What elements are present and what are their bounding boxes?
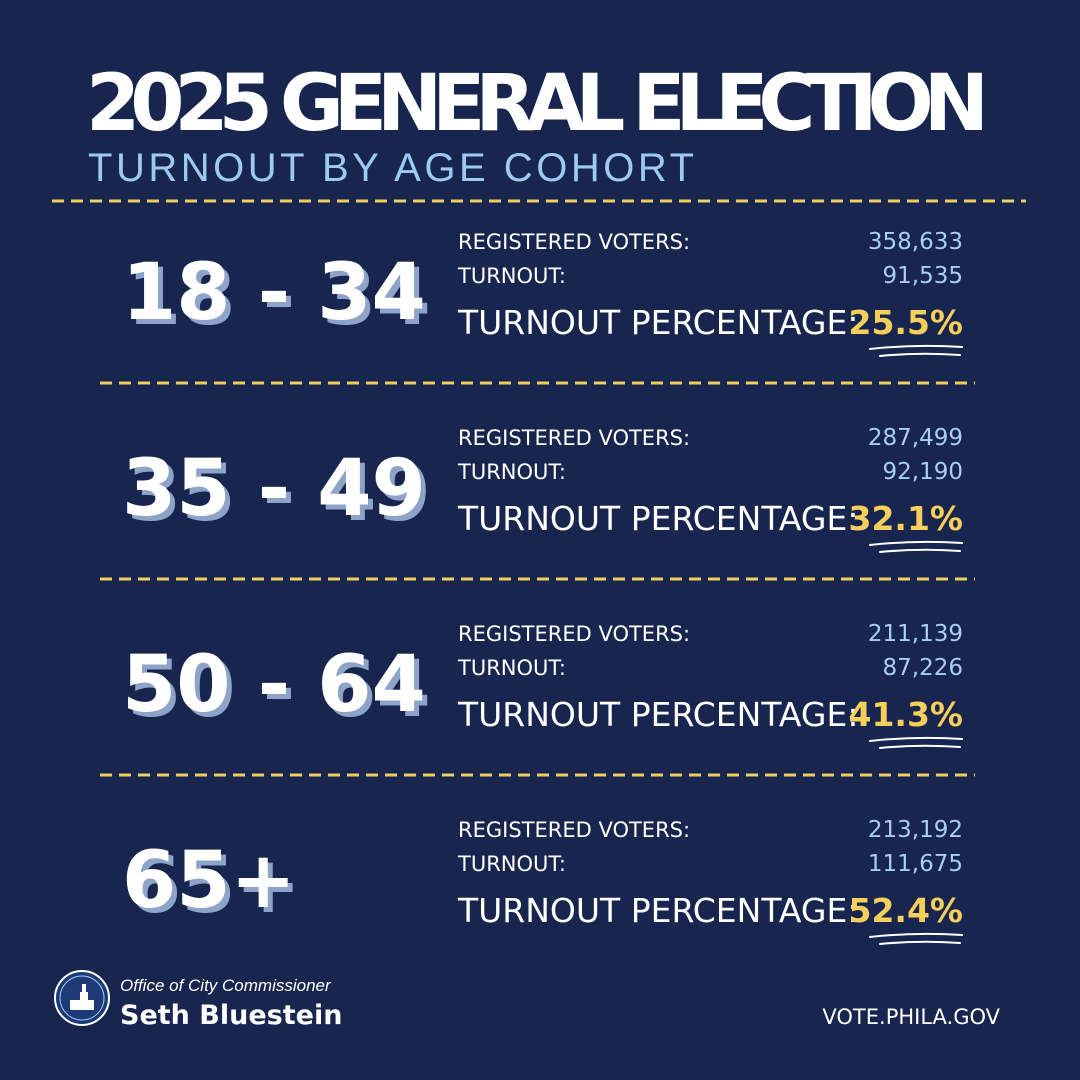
row-value: 211,139 — [868, 621, 963, 647]
row-value: 287,499 — [868, 425, 963, 451]
commissioner-name: Seth Bluestein — [120, 1000, 342, 1031]
row-label: TURNOUT PERCENTAGE: — [457, 891, 858, 930]
underline — [869, 932, 963, 945]
row-label: TURNOUT PERCENTAGE: — [457, 303, 858, 342]
row-label: TURNOUT: — [457, 264, 566, 288]
underline — [869, 540, 963, 553]
row-label: REGISTERED VOTERS: — [458, 230, 690, 254]
row-label: REGISTERED VOTERS: — [458, 426, 690, 450]
turnout-percentage: 32.1% — [849, 499, 964, 538]
age-cohort: 35 - 49 — [122, 444, 426, 534]
row-label: TURNOUT PERCENTAGE: — [457, 695, 858, 734]
row-value: 111,675 — [868, 851, 963, 877]
turnout-percentage: 52.4% — [849, 891, 964, 930]
row-label: REGISTERED VOTERS: — [458, 818, 690, 842]
turnout-percentage: 25.5% — [849, 303, 964, 342]
row-label: REGISTERED VOTERS: — [458, 622, 690, 646]
row-label: TURNOUT: — [457, 852, 566, 876]
row-value: 87,226 — [883, 655, 963, 681]
age-cohort: 65+ — [122, 836, 296, 926]
title: 2025 GENERAL ELECTION — [86, 59, 991, 149]
underline — [869, 344, 963, 357]
row-value: 358,633 — [868, 229, 963, 255]
website: VOTE.PHILA.GOV — [822, 1005, 1000, 1029]
row-label: TURNOUT: — [457, 656, 566, 680]
age-cohort: 50 - 64 — [122, 640, 426, 730]
office: Office of City Commissioner — [120, 976, 332, 995]
age-cohort: 18 - 34 — [122, 248, 426, 338]
row-label: TURNOUT PERCENTAGE: — [457, 499, 858, 538]
row-value: 92,190 — [883, 459, 963, 485]
row-label: TURNOUT: — [457, 460, 566, 484]
logo — [54, 970, 110, 1026]
underline — [869, 736, 963, 749]
row-value: 91,535 — [883, 263, 963, 289]
row-value: 213,192 — [868, 817, 963, 843]
turnout-percentage: 41.3% — [849, 695, 964, 734]
